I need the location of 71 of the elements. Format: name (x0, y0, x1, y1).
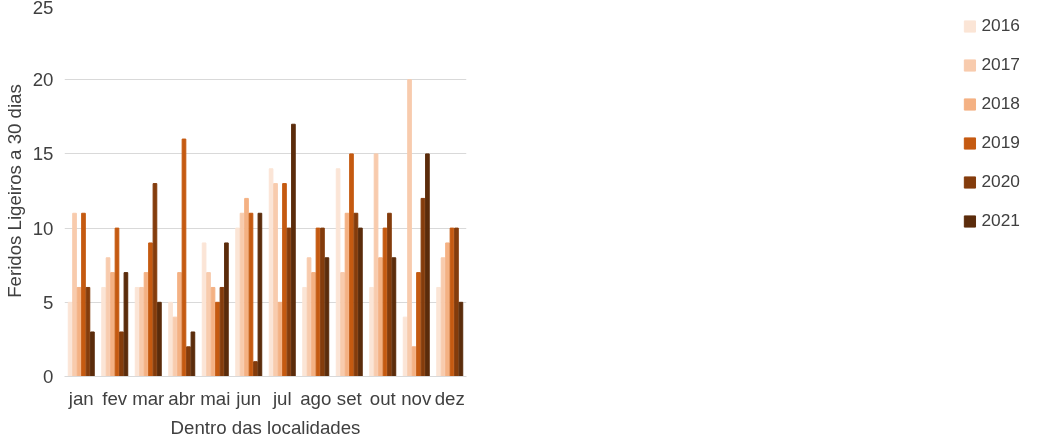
y-tick-label: 15 (32, 143, 54, 165)
x-tick-label: abr (168, 387, 196, 409)
y-tick-label: 20 (32, 69, 54, 91)
bar (81, 212, 86, 377)
legend-label: 2021 (981, 210, 1020, 231)
x-tick-label: jun (235, 387, 262, 409)
legend-label: 2016 (981, 15, 1020, 36)
x-tick-label: dez (434, 387, 465, 409)
bar (273, 183, 278, 377)
bar (110, 272, 115, 377)
bar (139, 286, 144, 377)
bar (157, 301, 162, 377)
bar (425, 153, 430, 377)
bar (311, 272, 316, 377)
y-axis-title: Feridos Ligeiros a 30 dias (3, 84, 25, 298)
bar (282, 183, 287, 377)
bar (454, 227, 459, 377)
bar (206, 272, 211, 377)
x-tick-label: jul (271, 387, 292, 409)
bar (391, 257, 397, 377)
bar (177, 272, 182, 377)
y-tick-label: 25 (32, 0, 54, 18)
x-axis-title: Dentro das localidades (170, 416, 361, 438)
bar (373, 153, 379, 377)
bar (353, 212, 359, 377)
bar (257, 212, 263, 377)
bar (201, 242, 207, 377)
bar (340, 272, 345, 377)
bar (286, 227, 292, 377)
x-tick-label: nov (401, 387, 432, 409)
bar (152, 183, 158, 377)
legend-label: 2019 (981, 132, 1020, 153)
y-tick-label: 5 (43, 291, 54, 313)
bar (420, 197, 426, 377)
x-tick-label: fev (102, 387, 128, 409)
x-tick-label: out (369, 387, 397, 409)
bar (407, 79, 412, 377)
y-tick-label: 0 (43, 366, 54, 387)
legend-label: 2017 (981, 54, 1020, 75)
bar (244, 197, 249, 377)
bar (369, 286, 374, 377)
bar (445, 242, 450, 377)
legend-label: 2018 (981, 93, 1020, 114)
x-tick-label: ago (300, 387, 332, 409)
bar (335, 168, 341, 377)
bar (101, 286, 106, 377)
bar (291, 123, 296, 377)
x-tick-label: mai (200, 387, 231, 409)
bar (168, 301, 173, 377)
bar (190, 331, 196, 377)
y-tick-label: 10 (32, 217, 54, 239)
bar (387, 212, 392, 377)
bar (219, 286, 225, 377)
bar (72, 212, 77, 377)
bar (224, 242, 229, 377)
bar (358, 227, 363, 377)
bar (378, 257, 383, 377)
x-tick-label: set (336, 387, 363, 409)
bar (320, 227, 325, 377)
bar (349, 153, 354, 377)
x-tick-label: mar (132, 387, 165, 409)
bar (458, 301, 464, 377)
bar (123, 272, 129, 377)
bar (302, 286, 307, 377)
bar (90, 331, 95, 377)
x-tick-label: jan (67, 387, 94, 409)
bar (436, 286, 441, 377)
bar (324, 257, 330, 377)
bar (235, 227, 240, 377)
legend-label: 2020 (981, 171, 1020, 192)
bar (85, 286, 91, 377)
